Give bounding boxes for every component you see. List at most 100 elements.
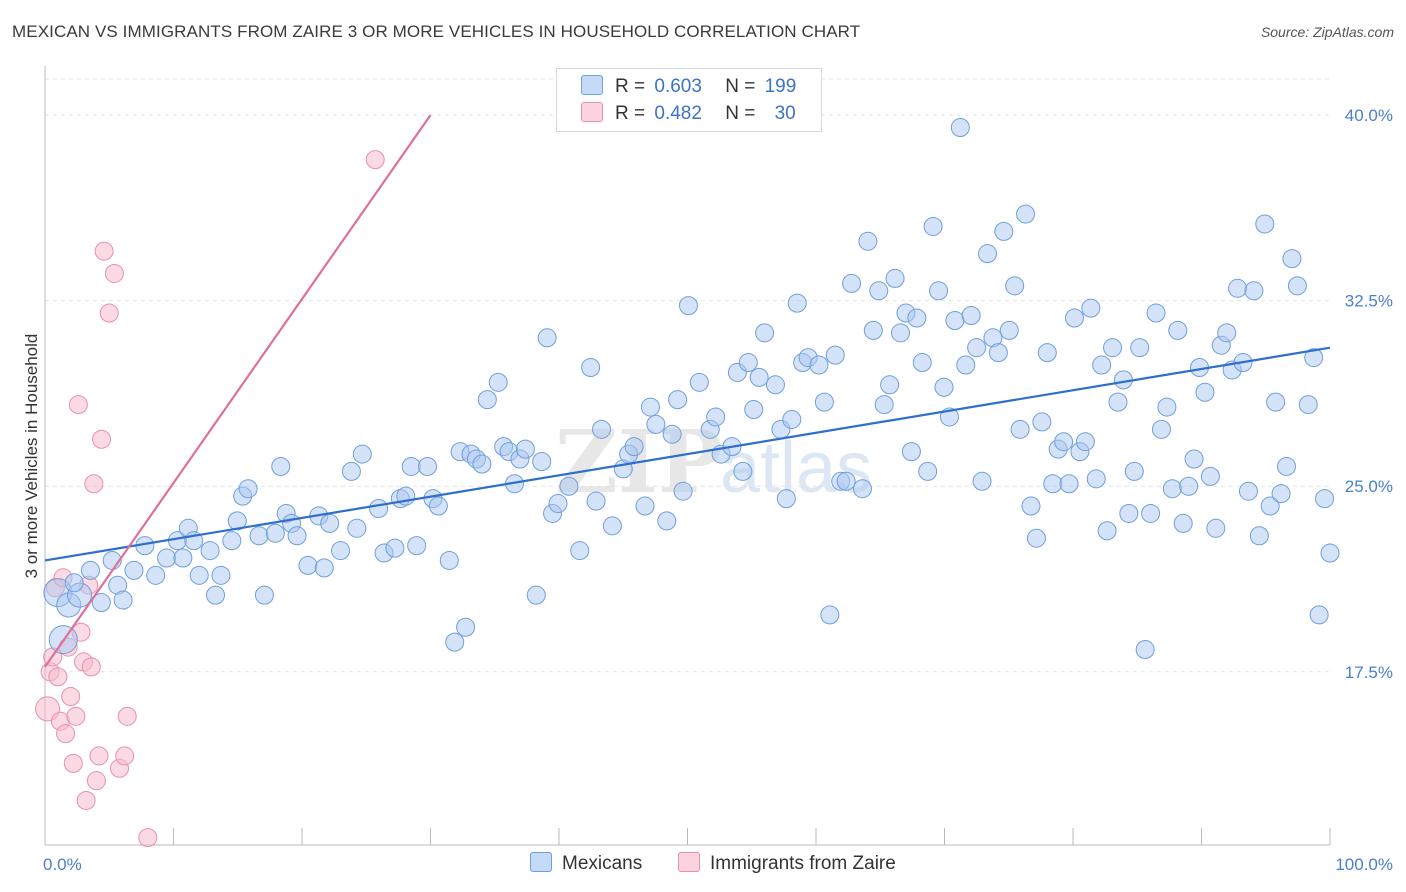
legend-swatch-pink — [581, 102, 603, 122]
mexican-point — [314, 558, 334, 578]
mexican-point — [820, 605, 840, 625]
mexican-point — [842, 273, 862, 293]
bottom-legend-swatch-blue — [530, 852, 552, 872]
mexican-point — [113, 590, 133, 610]
mexican-point — [1266, 392, 1286, 412]
mexican-point — [755, 323, 775, 343]
legend-r-label: R = — [615, 76, 646, 97]
mexican-point — [923, 216, 943, 236]
zaire-point — [48, 667, 68, 687]
mexican-point — [1043, 474, 1063, 494]
mexican-point — [287, 526, 307, 546]
mexican-point — [515, 439, 535, 459]
mexican-point — [1054, 432, 1074, 452]
zaire-trendline — [44, 114, 432, 668]
mexican-point — [352, 444, 372, 464]
mexican-point — [254, 585, 274, 605]
mexican-point — [901, 442, 921, 462]
mexican-point — [744, 400, 764, 420]
mexican-point — [1097, 521, 1117, 541]
bottom-legend-zaire: Immigrants from Zaire — [678, 852, 896, 875]
legend-r-value: 0.482 — [654, 103, 702, 124]
x-tick-label: 0.0% — [43, 855, 82, 874]
mexican-point — [673, 481, 693, 501]
mexican-point — [1277, 456, 1297, 476]
mexican-point — [1124, 461, 1144, 481]
mexican-point — [977, 244, 997, 264]
mexican-point — [874, 395, 894, 415]
mexican-point — [532, 452, 552, 471]
mexican-point — [1026, 528, 1046, 548]
mexican-point — [581, 357, 601, 377]
mexican-point — [624, 437, 644, 457]
mexican-point — [765, 375, 785, 395]
zaire-point — [61, 687, 81, 707]
mexican-point — [918, 461, 938, 481]
mexican-point — [189, 565, 209, 585]
mexican-point — [885, 268, 905, 288]
mexican-point — [749, 367, 769, 387]
mexican-point — [999, 320, 1019, 340]
tick-labels: 17.5% 25.0% 32.5% 40.0% 0.0% 100.0% — [43, 106, 1393, 874]
mexican-point — [1271, 484, 1291, 504]
mexican-point — [1130, 338, 1150, 358]
mexican-point — [124, 560, 144, 580]
mexican-point — [1228, 278, 1248, 298]
gridlines — [45, 78, 1330, 673]
mexican-point — [222, 531, 242, 551]
mexican-point — [1037, 343, 1057, 363]
mexican-point — [782, 409, 802, 429]
bottom-legend-swatch-pink — [678, 852, 700, 872]
mexican-point — [157, 548, 177, 568]
mexican-point — [456, 617, 476, 637]
mexican-point — [369, 499, 389, 519]
zaire-point — [86, 771, 106, 791]
mexican-point — [1016, 204, 1036, 224]
mexican-point — [1173, 513, 1193, 533]
mexican-point — [1146, 303, 1166, 323]
mexican-point — [1238, 481, 1258, 501]
mexican-point — [1298, 395, 1318, 415]
mexican-point — [238, 479, 258, 499]
mexican-point — [950, 117, 970, 137]
mexican-point — [537, 328, 557, 348]
mexican-point — [445, 632, 465, 652]
zaire-point — [81, 657, 101, 677]
mexican-point — [559, 476, 579, 496]
mexican-point — [488, 372, 508, 392]
mexican-point — [1217, 323, 1237, 343]
mexican-point — [91, 593, 111, 613]
zaire-point — [66, 706, 86, 726]
mexican-point — [1179, 476, 1199, 496]
trendlines — [44, 114, 1331, 668]
bottom-legend-mexicans: Mexicans — [530, 852, 642, 875]
mexican-point — [934, 377, 954, 397]
legend-row-mexicans: R = 0.603 N = 199 — [581, 75, 796, 101]
mexican-point — [1021, 496, 1041, 516]
mexican-points — [43, 117, 1340, 660]
mexican-point — [738, 353, 758, 373]
mexican-point — [298, 555, 318, 575]
legend-r-label: R = — [615, 103, 646, 124]
mexican-point — [640, 397, 660, 417]
bottom-legend-label: Mexicans — [562, 853, 643, 874]
legend-n-value: 199 — [764, 76, 797, 97]
mexican-point — [858, 231, 878, 251]
mexican-point — [1260, 496, 1280, 516]
zaire-point — [92, 429, 112, 449]
mexican-point — [961, 306, 981, 326]
mexican-point — [929, 281, 949, 301]
mexican-point — [64, 573, 84, 593]
mexican-point — [994, 221, 1014, 241]
zaire-point — [68, 395, 88, 415]
mexican-point — [1195, 382, 1215, 402]
legend-swatch-blue — [581, 75, 603, 95]
mexican-point — [1032, 412, 1052, 432]
mexican-point — [852, 479, 872, 499]
legend-n-value: 30 — [774, 103, 796, 124]
mexican-trendline — [44, 346, 1331, 562]
mexican-point — [1081, 298, 1101, 318]
legend-row-zaire: R = 0.482 N = 30 — [581, 102, 796, 128]
zaire-point — [104, 263, 124, 283]
